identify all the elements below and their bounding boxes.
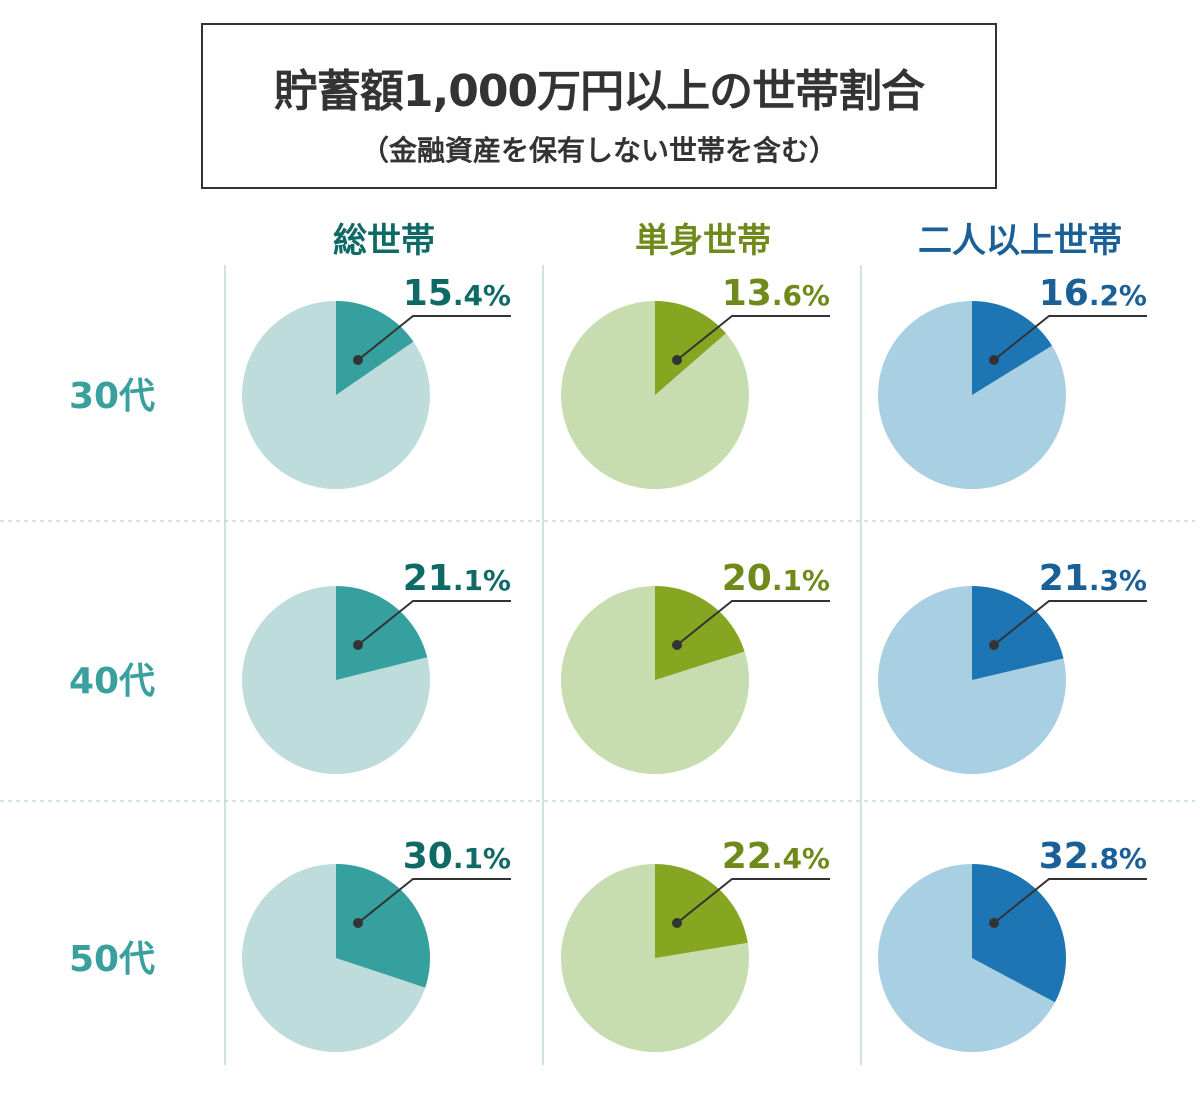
pie-slice-value [336, 586, 428, 680]
data-label: 13.6% [722, 273, 830, 314]
leader-dot [353, 355, 363, 365]
pie-chart: 21.1% [242, 558, 511, 774]
pie-slice-value [972, 586, 1064, 680]
data-label: 15.4% [403, 273, 511, 314]
pie-chart: 15.4% [242, 273, 511, 489]
leader-line [357, 315, 511, 361]
leader-line [357, 878, 511, 924]
pie-chart: 32.8% [878, 836, 1147, 1052]
pie-slice-value [336, 301, 414, 395]
pie-slice-value [655, 586, 745, 680]
leader-line [993, 315, 1147, 361]
data-label: 32.8% [1039, 836, 1147, 877]
data-label: 21.3% [1039, 558, 1147, 599]
leader-line [676, 600, 830, 646]
leader-dot [672, 640, 682, 650]
leader-dot [989, 918, 999, 928]
leader-line [676, 315, 830, 361]
leader-dot [989, 640, 999, 650]
leader-dot [672, 918, 682, 928]
pie-chart: 13.6% [561, 273, 830, 489]
row-label: 40代 [69, 661, 155, 702]
pie-chart: 30.1% [242, 836, 511, 1052]
data-label: 20.1% [722, 558, 830, 599]
leader-dot [672, 355, 682, 365]
pie-slice-value [972, 864, 1066, 1003]
leader-dot [353, 640, 363, 650]
pie-chart: 21.3% [878, 558, 1147, 774]
row-label: 50代 [69, 939, 155, 980]
data-label: 16.2% [1039, 273, 1147, 314]
pie-slice-value [972, 301, 1052, 395]
leader-line [676, 878, 830, 924]
leader-dot [353, 918, 363, 928]
column-header: 二人以上世帯 [918, 221, 1122, 261]
pie-slice-value [336, 864, 430, 988]
pie-chart: 16.2% [878, 273, 1147, 489]
pie-slice-value [655, 864, 748, 958]
data-label: 21.1% [403, 558, 511, 599]
leader-line [357, 600, 511, 646]
column-header: 単身世帯 [635, 221, 771, 261]
title-box: 貯蓄額1,000万円以上の世帯割合 （金融資産を保有しない世帯を含む） [201, 23, 997, 189]
data-label: 22.4% [722, 836, 830, 877]
chart-title: 貯蓄額1,000万円以上の世帯割合 [273, 66, 925, 117]
row-label: 30代 [69, 376, 155, 417]
leader-dot [989, 355, 999, 365]
pie-chart: 20.1% [561, 558, 830, 774]
leader-line [993, 878, 1147, 924]
chart-subtitle: （金融資産を保有しない世帯を含む） [360, 134, 837, 167]
column-header: 総世帯 [333, 221, 435, 261]
pie-chart: 22.4% [561, 836, 830, 1052]
data-label: 30.1% [403, 836, 511, 877]
leader-line [993, 600, 1147, 646]
